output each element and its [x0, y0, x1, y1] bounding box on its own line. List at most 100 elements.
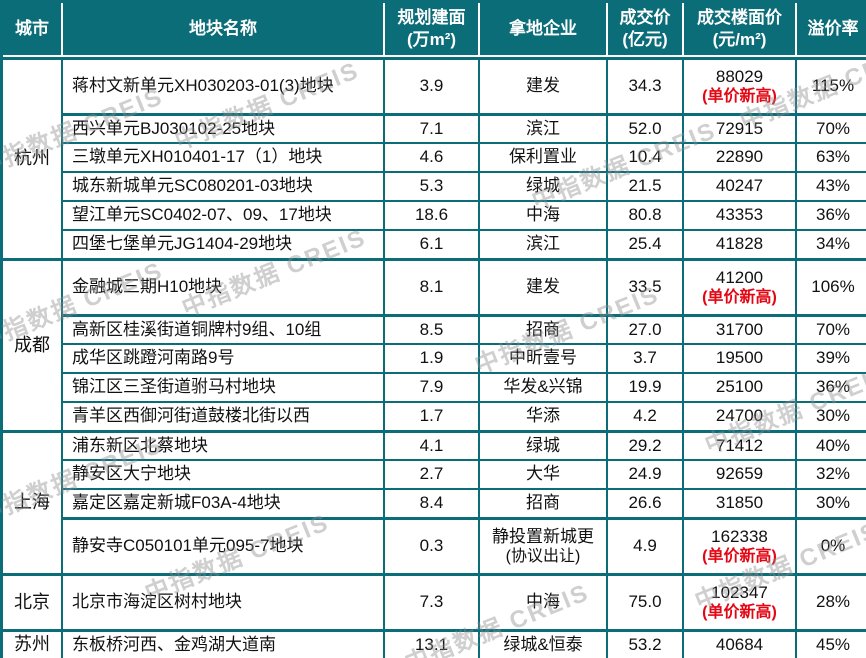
parcel-name: 西兴单元BJ030102-25地块 [72, 118, 276, 138]
col-header-price-label: 成交价 [619, 7, 671, 27]
company-name: 中海 [526, 205, 560, 225]
planned-area-value: 4.6 [419, 147, 444, 167]
premium-rate-value: 63% [815, 147, 851, 167]
parcel-name: 四堡七堡单元JG1404-29地块 [72, 234, 293, 254]
cell-planned-area: 4.6 [383, 142, 478, 171]
parcel-name: 北京市海淀区树村地块 [72, 592, 242, 612]
company-name: 建发 [526, 277, 560, 297]
floor-price-value: 92659 [715, 464, 764, 484]
price-value: 33.5 [628, 277, 662, 297]
planned-area-value: 7.3 [419, 592, 444, 612]
cell-premium-rate: 106% [795, 258, 866, 314]
cell-premium-rate: 0% [795, 517, 866, 573]
premium-rate-value: 32% [815, 464, 851, 484]
table-row: 嘉定区嘉定新城F03A-4地块 8.4 招商 26.6 31850 30% [3, 488, 866, 517]
cell-price: 4.9 [606, 517, 682, 573]
premium-rate-value: 106% [811, 277, 855, 297]
premium-rate-value: 0% [820, 536, 846, 556]
table-row: 苏州 东板桥河西、金鸡湖大道南 13.1 绿城&恒泰 53.2 40684 45% [3, 629, 866, 658]
parcel-name: 蒋村文新单元XH030203-01(3)地块 [72, 76, 334, 96]
cell-company: 建发 [478, 57, 606, 113]
col-header-parcel-label: 地块名称 [189, 18, 257, 38]
company-name: 华发&兴锦 [503, 377, 583, 397]
planned-area-value: 13.1 [414, 634, 449, 654]
cell-premium-rate: 30% [795, 488, 866, 517]
city-label: 上海 [3, 430, 61, 573]
cell-floor-price: 41828 [682, 229, 795, 258]
premium-rate-value: 39% [815, 348, 851, 368]
cell-premium-rate: 30% [795, 401, 866, 430]
cell-price: 27.0 [606, 314, 682, 343]
cell-floor-price: 31700 [682, 314, 795, 343]
cell-floor-price: 25100 [682, 372, 795, 401]
col-header-floor-price-label: 成交楼面价 [697, 7, 782, 27]
price-value: 24.9 [628, 464, 662, 484]
cell-premium-rate: 39% [795, 343, 866, 372]
table-row: 锦江区三圣街道驸马村地块 7.9 华发&兴锦 19.9 25100 36% [3, 372, 866, 401]
price-value: 25.4 [628, 234, 662, 254]
table-row: 北京 北京市海淀区树村地块 7.3 中海 75.0 102347 (单价新高) 28% [3, 573, 866, 629]
premium-rate-value: 70% [815, 319, 851, 339]
price-value: 29.2 [628, 435, 662, 455]
planned-area-value: 8.4 [419, 493, 444, 513]
premium-rate-value: 36% [815, 205, 851, 225]
col-header-price-unit: (亿元) [622, 30, 668, 49]
company-name: 招商 [526, 493, 560, 513]
city-name: 成都 [14, 334, 50, 355]
cell-company: 绿城 [478, 171, 606, 200]
floor-price-value: 24700 [715, 406, 764, 426]
city-name: 上海 [14, 492, 50, 513]
cell-floor-price: 24700 [682, 401, 795, 430]
floor-price-record-note: (单价新高) [702, 547, 777, 565]
col-header-premium-rate: 溢价率 [795, 3, 866, 57]
cell-price: 33.5 [606, 258, 682, 314]
planned-area-value: 6.1 [419, 234, 444, 254]
cell-company: 建发 [478, 258, 606, 314]
cell-planned-area: 4.1 [383, 430, 478, 459]
city-name: 杭州 [14, 148, 50, 169]
cell-parcel-name: 四堡七堡单元JG1404-29地块 [61, 229, 383, 258]
table-row: 成都 金融城三期H10地块 8.1 建发 33.5 41200 (单价新高) 106% [3, 258, 866, 355]
company-name: 静投置新城更 [492, 527, 594, 547]
cell-price: 34.3 [606, 57, 682, 113]
cell-price: 26.6 [606, 488, 682, 517]
cell-parcel-name: 静安寺C050101单元095-7地块 [61, 517, 383, 573]
table-row: 杭州 蒋村文新单元XH030203-01(3)地块 3.9 建发 34.3 88029 (单… [3, 57, 866, 168]
premium-rate-value: 45% [815, 634, 851, 654]
parcel-name: 金融城三期H10地块 [72, 277, 223, 297]
cell-floor-price: 40247 [682, 171, 795, 200]
cell-planned-area: 3.9 [383, 57, 478, 113]
company-name: 滨江 [526, 118, 560, 138]
cell-parcel-name: 成华区跳蹬河南路9号 [61, 343, 383, 372]
planned-area-value: 7.9 [419, 377, 444, 397]
floor-price-value: 72915 [715, 118, 764, 138]
table-row: 城东新城单元SC080201-03地块 5.3 绿城 21.5 40247 43% [3, 171, 866, 200]
planned-area-value: 7.1 [419, 118, 444, 138]
cell-floor-price: 40684 [682, 629, 795, 658]
floor-price-value: 71412 [715, 435, 764, 455]
price-value: 26.6 [628, 493, 662, 513]
cell-company: 中昕壹号 [478, 343, 606, 372]
cell-premium-rate: 36% [795, 200, 866, 229]
table-row: 三墩单元XH010401-17（1）地块 4.6 保利置业 10.4 22890 63% [3, 142, 866, 171]
col-header-area-unit: (万m²) [406, 30, 457, 49]
cell-premium-rate: 28% [795, 573, 866, 629]
planned-area-value: 3.9 [419, 76, 444, 96]
parcel-name: 三墩单元XH010401-17（1）地块 [72, 147, 323, 167]
parcel-name: 成华区跳蹬河南路9号 [72, 348, 235, 368]
cell-parcel-name: 西兴单元BJ030102-25地块 [61, 113, 383, 142]
cell-floor-price: 22890 [682, 142, 795, 171]
price-value: 4.2 [633, 406, 657, 426]
planned-area-value: 8.1 [419, 277, 444, 297]
premium-rate-value: 30% [815, 493, 851, 513]
table-header: 城市 地块名称 规划建面 (万m²) 拿地企业 成交价 (亿元) 成交楼面价 (元/m… [3, 3, 866, 57]
cell-parcel-name: 浦东新区北蔡地块 [61, 430, 383, 459]
premium-rate-value: 43% [815, 176, 851, 196]
cell-planned-area: 8.4 [383, 488, 478, 517]
cell-company: 中海 [478, 573, 606, 629]
city-label: 北京 [3, 573, 61, 629]
cell-price: 10.4 [606, 142, 682, 171]
cell-parcel-name: 东板桥河西、金鸡湖大道南 [61, 629, 383, 658]
parcel-name: 嘉定区嘉定新城F03A-4地块 [72, 493, 281, 513]
